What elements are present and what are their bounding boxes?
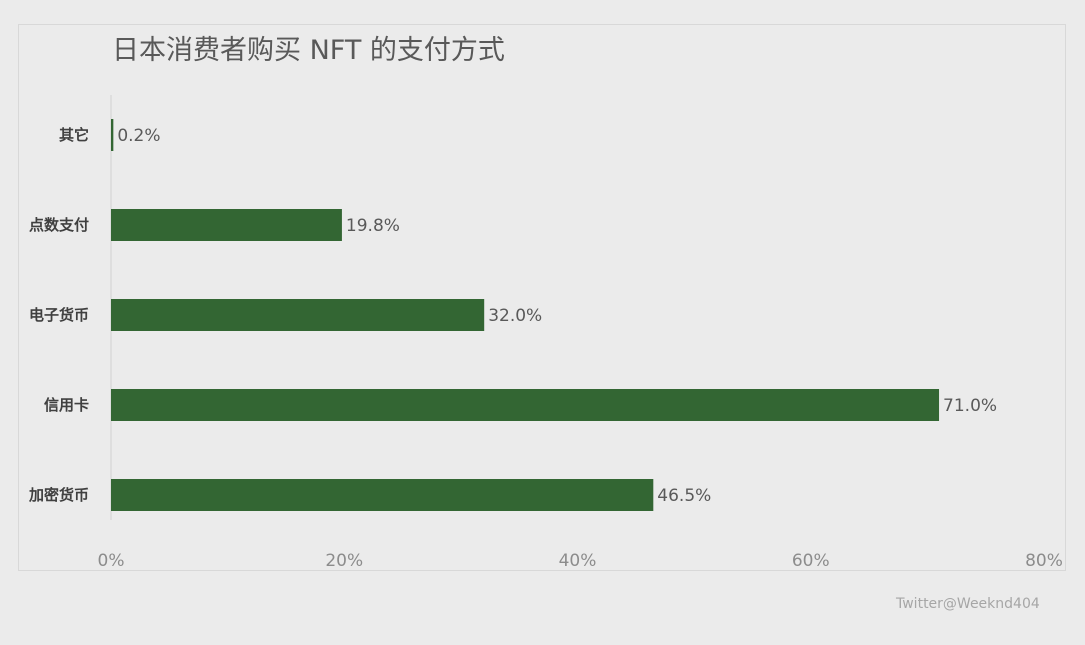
category-label: 加密货币 bbox=[28, 486, 89, 504]
category-label: 电子货币 bbox=[29, 306, 89, 324]
x-tick-label: 0% bbox=[98, 551, 125, 571]
bar-2 bbox=[111, 209, 342, 241]
chart-title: 日本消费者购买 NFT 的支付方式 bbox=[112, 35, 505, 66]
bar-4 bbox=[111, 389, 940, 421]
watermark: Twitter@Weeknd404 bbox=[896, 596, 1040, 612]
value-label: 32.0% bbox=[488, 306, 542, 326]
bar-5 bbox=[111, 479, 654, 511]
value-label: 71.0% bbox=[943, 396, 997, 416]
bar-3 bbox=[111, 299, 485, 331]
bar-1 bbox=[111, 119, 114, 151]
value-label: 46.5% bbox=[657, 486, 711, 506]
x-tick-label: 40% bbox=[559, 551, 597, 571]
x-tick-label: 20% bbox=[325, 551, 363, 571]
category-label: 点数支付 bbox=[29, 216, 89, 234]
category-label: 其它 bbox=[59, 126, 89, 144]
x-tick-label: 80% bbox=[1025, 551, 1063, 571]
value-label: 0.2% bbox=[117, 126, 160, 146]
value-label: 19.8% bbox=[346, 216, 400, 236]
category-label: 信用卡 bbox=[44, 396, 89, 414]
bars-layer: 其它 0.2% 点数支付 19.8% 电子货币 32.0% 信用卡 71.0% 加密货币 46.5… bbox=[28, 95, 1063, 571]
x-tick-label: 60% bbox=[792, 551, 830, 571]
